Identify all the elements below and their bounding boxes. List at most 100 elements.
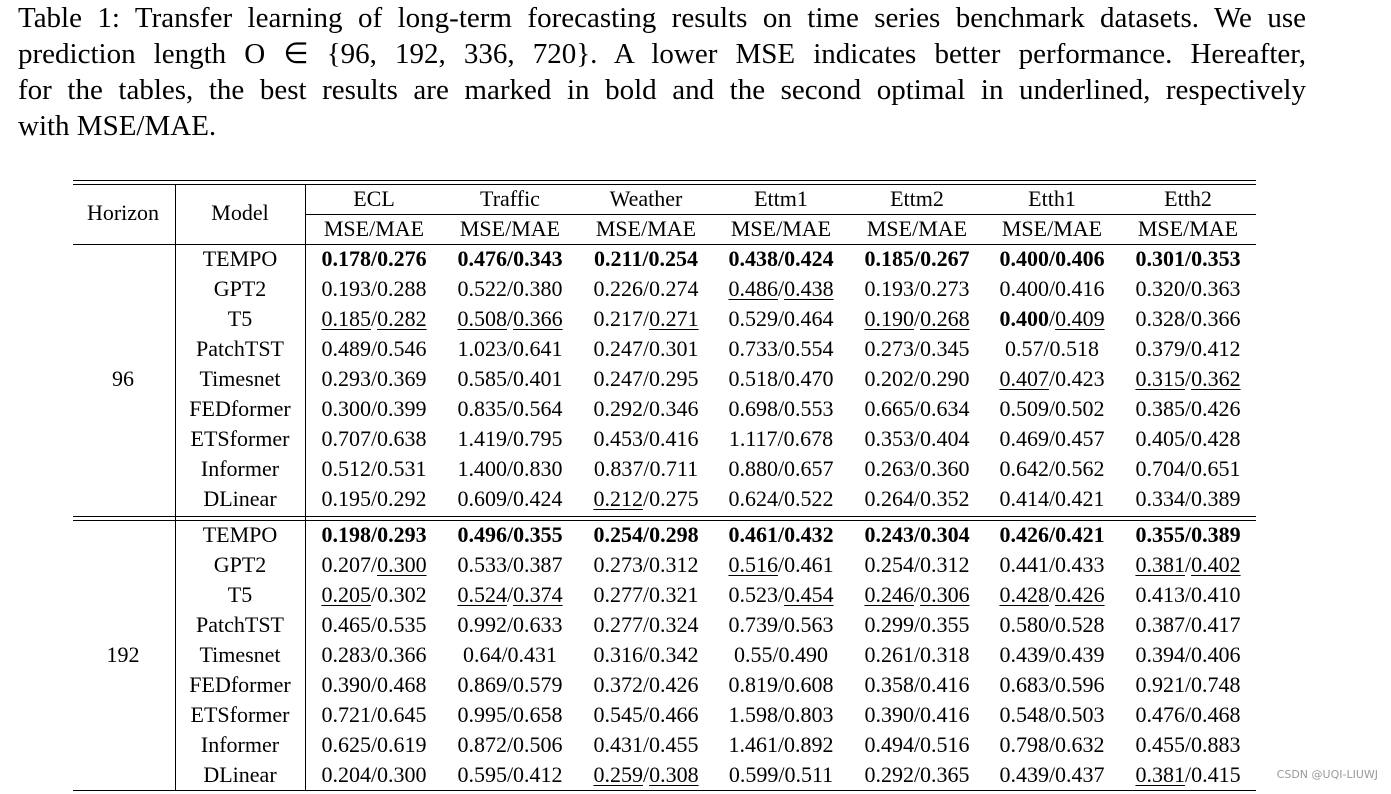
result-cell: 0.414/0.421 bbox=[999, 486, 1105, 511]
result-cell: 1.400/0.830 bbox=[457, 456, 563, 481]
result-cell: 0.869/0.579 bbox=[457, 672, 563, 697]
result-cell: 0.461/0.432 bbox=[728, 522, 834, 547]
result-cell: 0.413/0.410 bbox=[1135, 582, 1241, 607]
caption-line: Table 1: Transfer learning of long-term … bbox=[18, 2, 1306, 34]
result-cell: 0.516/0.461 bbox=[728, 552, 834, 577]
result-cell: 0.358/0.416 bbox=[864, 672, 970, 697]
result-cell: 0.381/0.415 bbox=[1135, 762, 1241, 787]
result-cell: 0.355/0.389 bbox=[1135, 522, 1241, 547]
result-cell: 0.512/0.531 bbox=[321, 456, 427, 481]
model-name: DLinear bbox=[203, 762, 277, 787]
model-name: TEMPO bbox=[202, 246, 278, 271]
horizon-label: 192 bbox=[106, 642, 140, 667]
result-cell: 0.545/0.466 bbox=[593, 702, 699, 727]
result-cell: 0.995/0.658 bbox=[457, 702, 563, 727]
result-cell: 0.625/0.619 bbox=[321, 732, 427, 757]
rule bbox=[305, 214, 1256, 215]
metric-header: MSE/MAE bbox=[866, 216, 968, 241]
result-cell: 0.372/0.426 bbox=[593, 672, 699, 697]
result-cell: 0.428/0.426 bbox=[999, 582, 1105, 607]
rule bbox=[73, 790, 1256, 791]
result-cell: 0.872/0.506 bbox=[457, 732, 563, 757]
model-name: ETSformer bbox=[190, 426, 290, 451]
result-cell: 0.508/0.366 bbox=[457, 306, 563, 331]
result-cell: 0.212/0.275 bbox=[593, 486, 699, 511]
result-cell: 0.292/0.365 bbox=[864, 762, 970, 787]
result-cell: 0.394/0.406 bbox=[1135, 642, 1241, 667]
result-cell: 0.609/0.424 bbox=[457, 486, 563, 511]
result-cell: 0.226/0.274 bbox=[593, 276, 699, 301]
model-name: T5 bbox=[227, 306, 253, 331]
model-name: Informer bbox=[200, 732, 280, 757]
result-cell: 0.585/0.401 bbox=[457, 366, 563, 391]
model-name: ETSformer bbox=[190, 702, 290, 727]
result-cell: 1.419/0.795 bbox=[457, 426, 563, 451]
result-cell: 1.598/0.803 bbox=[728, 702, 834, 727]
result-cell: 0.721/0.645 bbox=[321, 702, 427, 727]
result-cell: 0.247/0.301 bbox=[593, 336, 699, 361]
result-cell: 0.202/0.290 bbox=[864, 366, 970, 391]
result-cell: 0.283/0.366 bbox=[321, 642, 427, 667]
dataset-header: Ettm2 bbox=[890, 186, 944, 211]
result-cell: 0.476/0.343 bbox=[457, 246, 563, 271]
result-cell: 0.300/0.399 bbox=[321, 396, 427, 421]
rule bbox=[305, 184, 306, 790]
result-cell: 0.316/0.342 bbox=[593, 642, 699, 667]
result-cell: 0.211/0.254 bbox=[594, 246, 698, 271]
dataset-header: Etth1 bbox=[1028, 186, 1076, 211]
result-cell: 0.624/0.522 bbox=[728, 486, 834, 511]
result-cell: 0.400/0.406 bbox=[999, 246, 1105, 271]
result-cell: 0.426/0.421 bbox=[999, 522, 1105, 547]
result-cell: 0.277/0.324 bbox=[593, 612, 699, 637]
result-cell: 0.385/0.426 bbox=[1135, 396, 1241, 421]
model-name: Timesnet bbox=[199, 642, 281, 667]
result-cell: 0.64/0.431 bbox=[462, 642, 558, 667]
watermark: CSDN @UQI-LIUWJ bbox=[1276, 768, 1378, 781]
result-cell: 0.247/0.295 bbox=[593, 366, 699, 391]
result-cell: 0.683/0.596 bbox=[999, 672, 1105, 697]
result-cell: 0.277/0.321 bbox=[593, 582, 699, 607]
result-cell: 0.243/0.304 bbox=[864, 522, 970, 547]
result-cell: 0.837/0.711 bbox=[593, 456, 699, 481]
model-name: DLinear bbox=[203, 486, 277, 511]
result-cell: 0.599/0.511 bbox=[728, 762, 834, 787]
result-cell: 0.259/0.308 bbox=[593, 762, 699, 787]
result-cell: 0.733/0.554 bbox=[728, 336, 834, 361]
result-cell: 0.835/0.564 bbox=[457, 396, 563, 421]
result-cell: 0.195/0.292 bbox=[321, 486, 427, 511]
result-cell: 0.698/0.553 bbox=[728, 396, 834, 421]
result-cell: 1.461/0.892 bbox=[728, 732, 834, 757]
result-cell: 0.273/0.345 bbox=[864, 336, 970, 361]
result-cell: 0.198/0.293 bbox=[321, 522, 427, 547]
result-cell: 0.441/0.433 bbox=[999, 552, 1105, 577]
result-cell: 0.496/0.355 bbox=[457, 522, 563, 547]
model-name: FEDformer bbox=[189, 396, 291, 421]
rule bbox=[73, 244, 1256, 245]
result-cell: 1.117/0.678 bbox=[728, 426, 834, 451]
result-cell: 0.524/0.374 bbox=[457, 582, 563, 607]
caption-line: prediction length O ∈ {96, 192, 336, 720… bbox=[18, 38, 1306, 70]
result-cell: 0.190/0.268 bbox=[864, 306, 970, 331]
result-cell: 0.328/0.366 bbox=[1135, 306, 1241, 331]
result-cell: 0.273/0.312 bbox=[593, 552, 699, 577]
metric-header: MSE/MAE bbox=[323, 216, 425, 241]
rule bbox=[73, 180, 1256, 181]
result-cell: 0.381/0.402 bbox=[1135, 552, 1241, 577]
rule bbox=[73, 184, 1256, 185]
result-cell: 0.707/0.638 bbox=[321, 426, 427, 451]
result-cell: 0.509/0.502 bbox=[999, 396, 1105, 421]
dataset-header: ECL bbox=[353, 186, 395, 211]
model-name: GPT2 bbox=[213, 552, 267, 577]
result-cell: 0.390/0.416 bbox=[864, 702, 970, 727]
result-cell: 0.921/0.748 bbox=[1135, 672, 1241, 697]
result-cell: 0.193/0.273 bbox=[864, 276, 970, 301]
result-cell: 0.353/0.404 bbox=[864, 426, 970, 451]
model-name: PatchTST bbox=[196, 612, 284, 637]
result-cell: 0.334/0.389 bbox=[1135, 486, 1241, 511]
dataset-header: Traffic bbox=[480, 186, 540, 211]
caption-line: for the tables, the best results are mar… bbox=[18, 74, 1306, 106]
result-cell: 0.207/0.300 bbox=[321, 552, 427, 577]
result-cell: 0.390/0.468 bbox=[321, 672, 427, 697]
result-cell: 0.185/0.267 bbox=[864, 246, 970, 271]
result-cell: 0.523/0.454 bbox=[728, 582, 834, 607]
